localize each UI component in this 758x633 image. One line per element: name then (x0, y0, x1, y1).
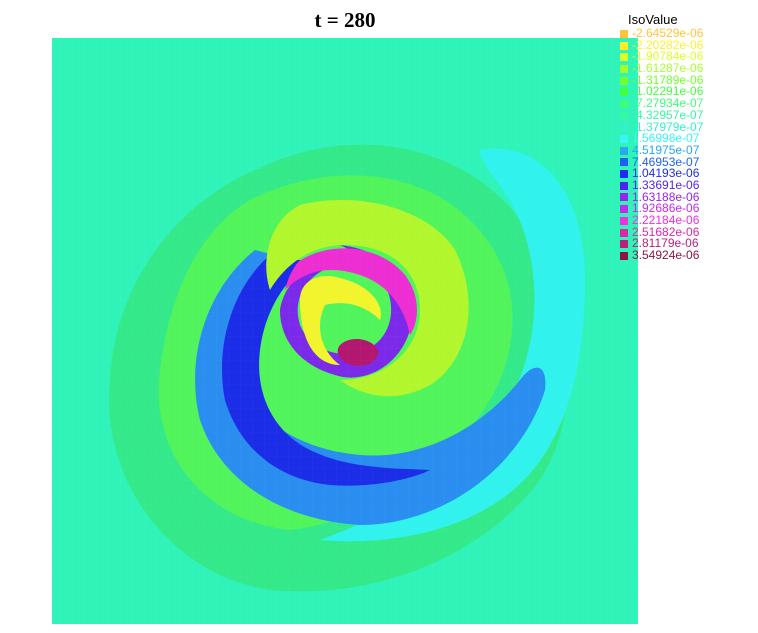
legend-label: 1.04193e-06 (632, 166, 700, 181)
legend-swatch (620, 64, 628, 73)
legend-swatch (620, 41, 628, 50)
legend-entry: 1.04193e-06 (618, 166, 758, 181)
legend-entry: -1.31789e-06 (618, 72, 758, 87)
legend-swatch (620, 181, 628, 190)
legend-label: -1.37979e-07 (632, 119, 704, 134)
legend-label: 1.33691e-06 (632, 177, 700, 192)
legend-entry: -2.20282e-06 (618, 37, 758, 52)
mesh-grid (52, 38, 638, 624)
legend-title: IsoValue (628, 12, 678, 27)
legend-swatch (620, 228, 628, 237)
legend-swatch (620, 240, 628, 249)
legend-entry: 4.51975e-07 (618, 142, 758, 157)
legend-label: 1.63188e-06 (632, 189, 700, 204)
legend-swatch (620, 29, 628, 38)
legend-entry: 1.56998e-07 (618, 131, 758, 146)
legend-label: -2.20282e-06 (632, 37, 704, 52)
legend-swatch (620, 123, 628, 132)
legend-entry: 7.46953e-07 (618, 154, 758, 169)
legend-entry: 2.22184e-06 (618, 213, 758, 227)
legend-label: -1.02291e-06 (632, 84, 704, 99)
legend-swatch (620, 205, 628, 214)
legend-swatch (620, 99, 628, 108)
legend-entry: 1.92686e-06 (618, 201, 758, 216)
legend-swatch (620, 53, 628, 62)
legend-swatch (620, 251, 628, 260)
legend-label: 7.46953e-07 (632, 154, 700, 169)
legend-label: 2.81179e-06 (632, 236, 699, 251)
legend-label: -2.64529e-06 (632, 26, 704, 40)
legend-entry: -4.32957e-07 (618, 107, 758, 122)
legend-swatch (620, 135, 628, 144)
legend-swatch (620, 158, 628, 167)
legend-entry: -7.27934e-07 (618, 96, 758, 111)
legend-entry: -1.61287e-06 (618, 61, 758, 76)
legend: IsoValue -2.64529e-06 -2.20282e-06 -1.9078… (618, 13, 758, 262)
legend-swatch (620, 88, 628, 97)
legend-label: 2.22184e-06 (632, 213, 700, 227)
legend-entry: 3.54924e-06 (618, 248, 758, 263)
legend-label: -4.32957e-07 (632, 107, 704, 122)
legend-label: -1.31789e-06 (632, 72, 704, 87)
legend-label: 1.92686e-06 (632, 201, 700, 216)
legend-entry: -1.37979e-07 (618, 119, 758, 134)
legend-label: -7.27934e-07 (632, 96, 704, 111)
legend-entry: -1.90784e-06 (618, 51, 758, 63)
legend-entry: 1.33691e-06 (618, 177, 758, 192)
legend-entries: -2.64529e-06 -2.20282e-06 -1.90784e-06 -1.6… (618, 26, 758, 263)
legend-label: 3.54924e-06 (632, 248, 700, 263)
legend-label: 1.56998e-07 (632, 131, 700, 146)
legend-swatch (620, 216, 628, 225)
legend-entry: 2.81179e-06 (618, 238, 758, 250)
legend-entry: -2.64529e-06 (618, 26, 758, 40)
legend-entry: 2.51682e-06 (618, 224, 758, 239)
legend-entry: 1.63188e-06 (618, 189, 758, 204)
legend-swatch (620, 193, 628, 202)
legend-entry: -1.02291e-06 (618, 86, 758, 98)
legend-swatch (620, 146, 628, 155)
legend-label: 2.51682e-06 (632, 224, 700, 239)
legend-label: -1.61287e-06 (632, 61, 704, 76)
legend-swatch (620, 76, 628, 85)
legend-swatch (620, 111, 628, 120)
chart-title: t = 280 (314, 8, 376, 32)
legend-label: 4.51975e-07 (632, 142, 700, 157)
legend-swatch (620, 170, 628, 179)
legend-label: -1.90784e-06 (632, 49, 704, 64)
